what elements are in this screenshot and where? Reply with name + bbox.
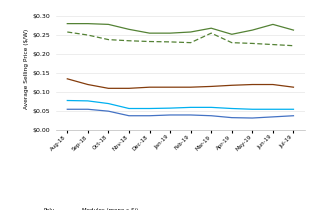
Y-axis label: Average Selling Price ($/W): Average Selling Price ($/W) [24,29,29,109]
Legend: Poly, Wafers, Cells, Modules (mono c-Si), Modules (multi c-Si): Poly, Wafers, Cells, Modules (mono c-Si)… [29,209,139,210]
